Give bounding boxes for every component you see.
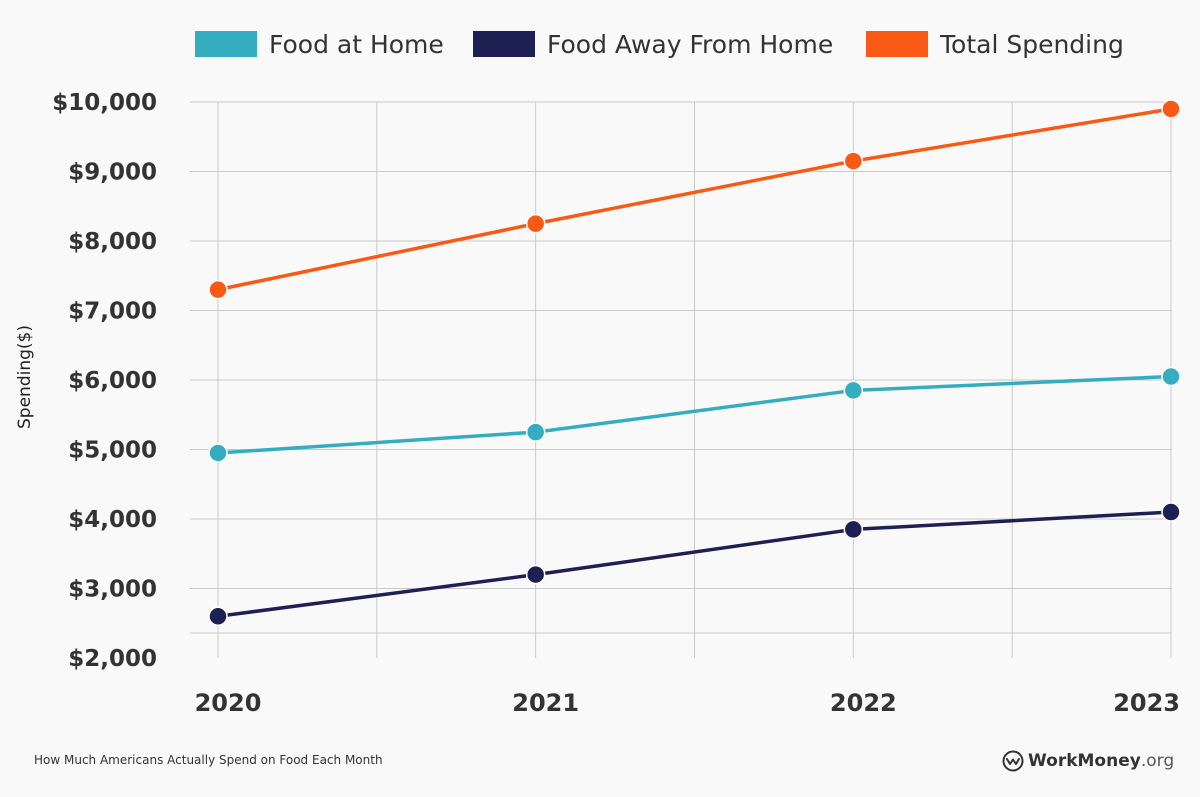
data-point [843, 151, 864, 171]
brand-logo: WorkMoney .org [1002, 749, 1174, 773]
data-point [208, 443, 228, 463]
data-point [525, 422, 546, 442]
data-point [843, 519, 864, 540]
data-point [208, 279, 228, 300]
series-line [217, 374, 1172, 455]
y-axis-ticks: $2,000 $3,000 $4,000 $5,000 $6,000 $7,000 $8,0… [52, 90, 157, 672]
series-line [217, 107, 1172, 292]
legend: Food at Home Food Away From Home Total Spe… [195, 30, 1124, 59]
data-point [525, 564, 546, 585]
legend-label: Total Spending [939, 30, 1124, 59]
legend-swatch [473, 31, 535, 57]
x-tick-label: 2021 [512, 689, 579, 717]
y-tick-label: $5,000 [68, 438, 157, 464]
data-point [1161, 366, 1181, 387]
series-1 [208, 502, 1181, 627]
legend-label: Food at Home [269, 30, 444, 59]
y-tick-label: $9,000 [68, 160, 157, 186]
x-tick-label: 2020 [195, 689, 262, 717]
y-tick-label: $3,000 [68, 577, 157, 603]
legend-swatch [195, 31, 257, 57]
data-point [1161, 502, 1181, 522]
workmoney-logo-icon [1002, 750, 1024, 772]
x-tick-label: 2022 [830, 689, 897, 717]
legend-label: Food Away From Home [547, 30, 833, 59]
legend-item-1: Food Away From Home [473, 30, 833, 59]
legend-item-0: Food at Home [195, 30, 444, 59]
y-tick-label: $4,000 [68, 507, 157, 533]
grid [190, 101, 1172, 658]
chart-caption: How Much Americans Actually Spend on Foo… [34, 753, 383, 767]
legend-swatch [866, 31, 928, 57]
y-tick-label: $2,000 [68, 646, 157, 672]
x-tick-label: 2023 [1113, 689, 1180, 717]
y-axis-label: Spending($) [15, 325, 35, 429]
y-tick-label: $6,000 [68, 368, 157, 394]
y-tick-label: $7,000 [68, 299, 157, 325]
x-axis-ticks: 2020 2021 2022 2023 [195, 689, 1180, 717]
series-lines [208, 99, 1181, 627]
series-2 [208, 99, 1181, 300]
y-tick-label: $8,000 [68, 229, 157, 255]
brand-tld: .org [1140, 751, 1175, 771]
data-point [843, 380, 864, 401]
y-tick-label: $10,000 [52, 90, 157, 116]
data-point [1161, 99, 1181, 119]
series-line [217, 510, 1172, 619]
line-chart: Food at Home Food Away From Home Total Spe… [15, 30, 1181, 717]
data-point [208, 606, 228, 627]
series-0 [208, 366, 1181, 463]
legend-item-2: Total Spending [866, 30, 1124, 59]
brand-name: WorkMoney [1028, 751, 1141, 771]
data-point [525, 213, 546, 234]
